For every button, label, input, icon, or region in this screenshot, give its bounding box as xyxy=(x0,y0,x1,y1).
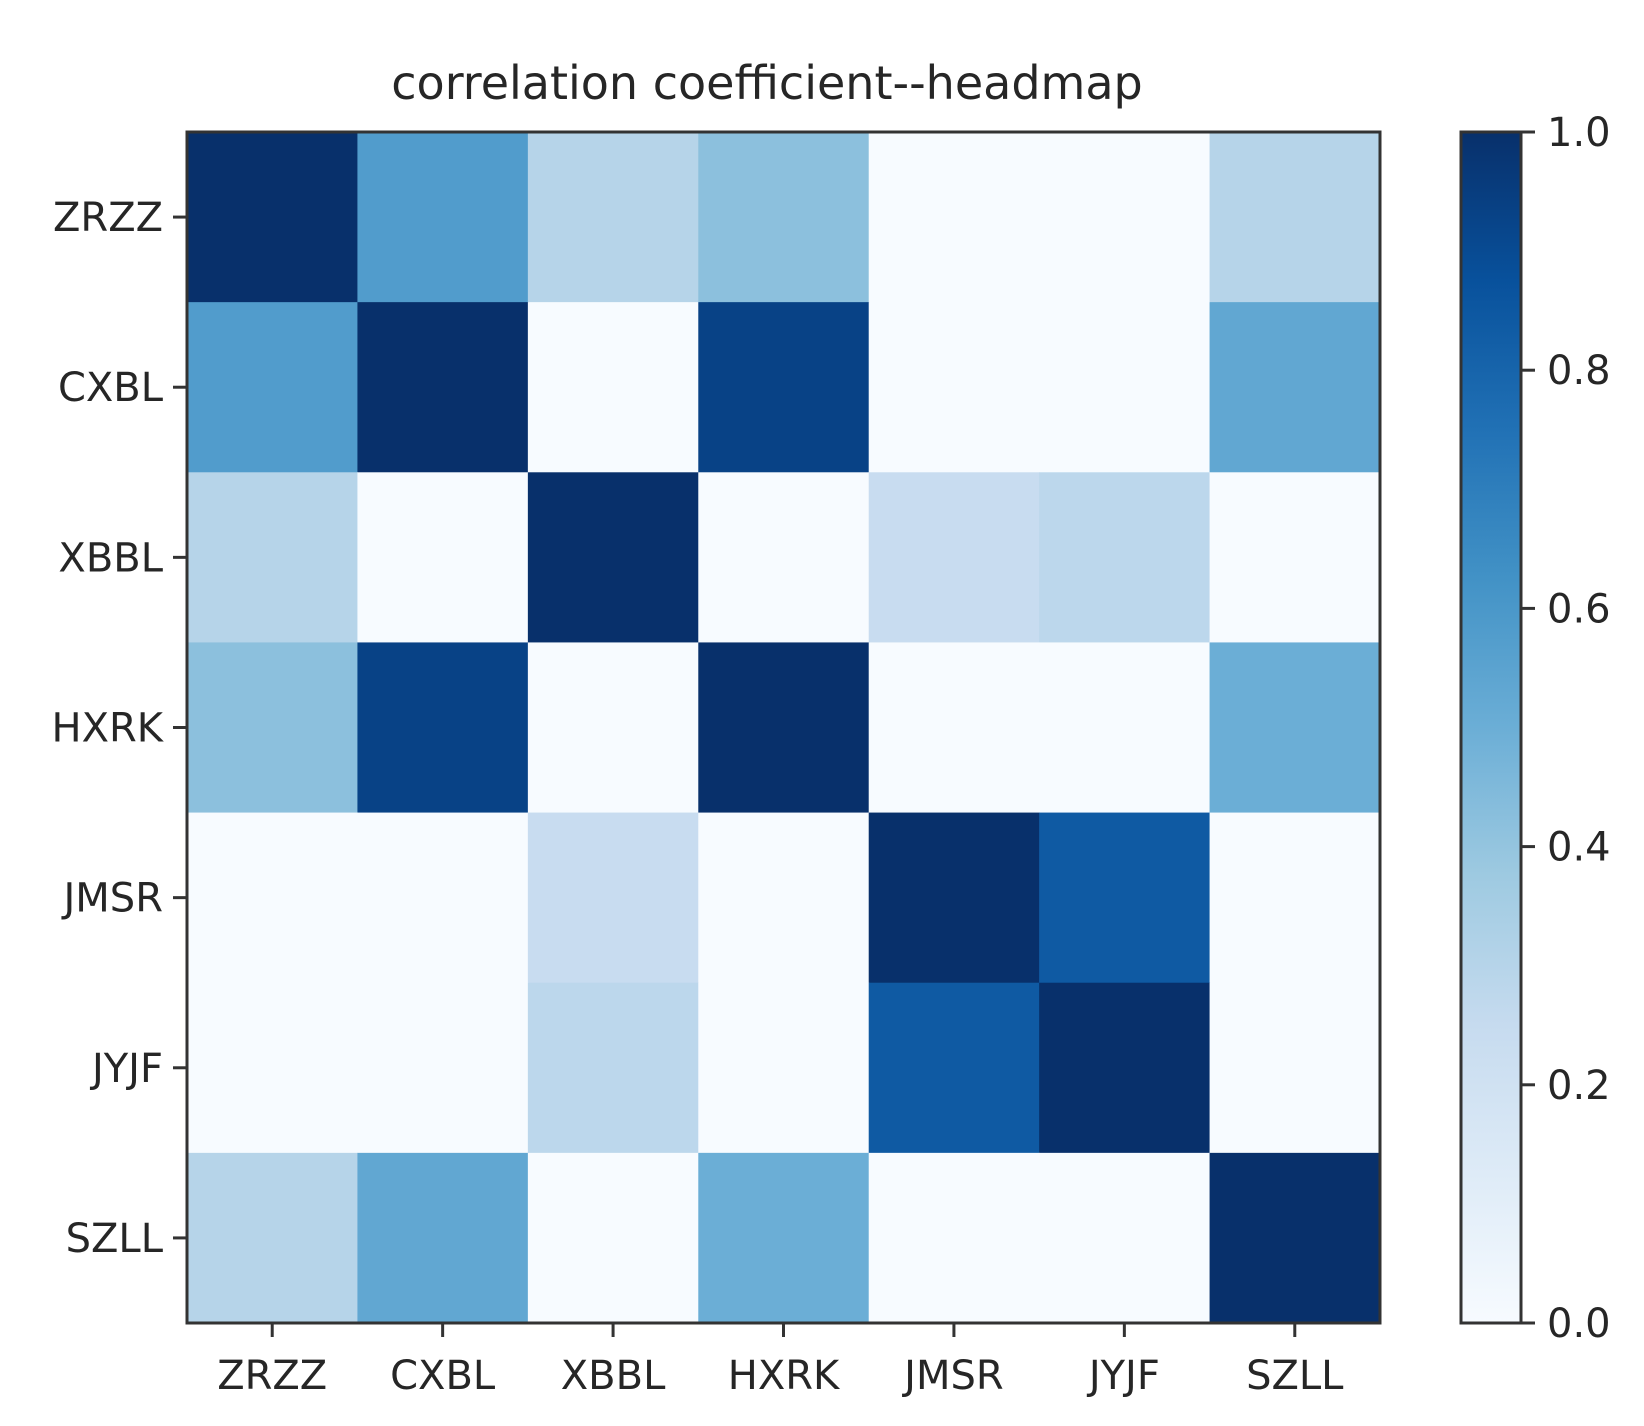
y-axis: ZRZZ CXBL XBBL HXRK JMSR JYJF SZLL xyxy=(51,195,187,1262)
colorbar-tick-label: 0.4 xyxy=(1547,825,1611,871)
colorbar-tick-label: 1.0 xyxy=(1547,110,1611,156)
heatmap-cell-jyjf-jyjf xyxy=(1039,982,1211,1154)
heatmap-cell-zrzz-jmsr xyxy=(868,132,1040,303)
colorbar-tick-label: 0.6 xyxy=(1547,586,1611,632)
heatmap-cell-cxbl-cxbl xyxy=(357,302,529,473)
heatmap-cell-jmsr-xbbl xyxy=(527,812,699,984)
colorbar-tick-label: 0.8 xyxy=(1547,348,1611,394)
y-tick-label: XBBL xyxy=(58,535,163,581)
heatmap-cell-xbbl-szll xyxy=(1209,472,1381,643)
y-tick-label: HXRK xyxy=(51,706,164,752)
heatmap-cell-jmsr-hxrk xyxy=(698,812,870,984)
y-tick-label: JYJF xyxy=(89,1046,163,1092)
heatmap-cell-hxrk-cxbl xyxy=(357,642,529,814)
x-tick-label: JYJF xyxy=(1086,1353,1160,1399)
heatmap-cell-cxbl-szll xyxy=(1209,302,1381,473)
heatmap-cell-xbbl-hxrk xyxy=(698,472,870,643)
heatmap-cell-zrzz-jyjf xyxy=(1039,132,1211,303)
heatmap-cell-jyjf-hxrk xyxy=(698,982,870,1154)
heatmap-cell-hxrk-hxrk xyxy=(698,642,870,814)
colorbar xyxy=(1459,130,1523,1325)
heatmap-cell-xbbl-cxbl xyxy=(357,472,529,643)
x-tick-label: ZRZZ xyxy=(217,1353,327,1399)
heatmap-cell-szll-jmsr xyxy=(868,1152,1040,1324)
heatmap-cell-jmsr-jyjf xyxy=(1039,812,1211,984)
heatmap-cell-zrzz-cxbl xyxy=(357,132,529,303)
heatmap-cell-cxbl-zrzz xyxy=(187,302,358,473)
heatmap-cell-xbbl-jmsr xyxy=(868,472,1040,643)
heatmap-cell-cxbl-jyjf xyxy=(1039,302,1211,473)
colorbar-ticks: 0.0 0.2 0.4 0.6 0.8 1.0 xyxy=(1521,110,1611,1347)
x-axis: ZRZZ CXBL XBBL HXRK JMSR JYJF SZLL xyxy=(217,1323,1344,1399)
heatmap-cell-hxrk-jyjf xyxy=(1039,642,1211,814)
heatmap-cell-zrzz-xbbl xyxy=(527,132,699,303)
heatmap-cell-cxbl-jmsr xyxy=(868,302,1040,473)
heatmap-cell-jyjf-cxbl xyxy=(357,982,529,1154)
heatmap-cell-xbbl-xbbl xyxy=(527,472,699,643)
heatmap-cell-cxbl-hxrk xyxy=(698,302,870,473)
y-tick-label: JMSR xyxy=(61,876,164,922)
heatmap-cell-szll-szll xyxy=(1209,1152,1381,1324)
heatmap-cell-zrzz-zrzz xyxy=(187,132,358,303)
heatmap-cell-cxbl-xbbl xyxy=(527,302,699,473)
heatmap-cell-hxrk-jmsr xyxy=(868,642,1040,814)
heatmap-cell-hxrk-xbbl xyxy=(527,642,699,814)
y-tick-label: CXBL xyxy=(58,365,164,411)
colorbar-tick-label: 0.2 xyxy=(1547,1063,1611,1109)
heatmap-cell-jyjf-xbbl xyxy=(527,982,699,1154)
y-tick-label: ZRZZ xyxy=(53,195,163,241)
heatmap-cell-xbbl-jyjf xyxy=(1039,472,1211,643)
heatmap-cell-jmsr-cxbl xyxy=(357,812,529,984)
heatmap-cell-szll-jyjf xyxy=(1039,1152,1211,1324)
heatmap-cell-jmsr-zrzz xyxy=(187,812,358,984)
heatmap-cell-szll-cxbl xyxy=(357,1152,529,1324)
heatmap-cell-xbbl-zrzz xyxy=(187,472,358,643)
heatmap-cell-hxrk-zrzz xyxy=(187,642,358,814)
heatmap-cell-szll-zrzz xyxy=(187,1152,358,1324)
chart-title: correlation coefficient--headmap xyxy=(391,56,1142,110)
heatmap-cell-zrzz-szll xyxy=(1209,132,1381,303)
x-tick-label: JMSR xyxy=(901,1353,1004,1399)
heatmap-cell-jmsr-szll xyxy=(1209,812,1381,984)
heatmap-cell-jmsr-jmsr xyxy=(868,812,1040,984)
heatmap-cell-szll-hxrk xyxy=(698,1152,870,1324)
heatmap-cells xyxy=(187,132,1381,1324)
heatmap-cell-zrzz-hxrk xyxy=(698,132,870,303)
x-tick-label: CXBL xyxy=(390,1353,496,1399)
y-tick-label: SZLL xyxy=(66,1216,164,1262)
x-tick-label: SZLL xyxy=(1246,1353,1344,1399)
colorbar-tick-label: 0.0 xyxy=(1547,1301,1611,1347)
plot-frame xyxy=(185,130,1382,1325)
heatmap-cell-jyjf-szll xyxy=(1209,982,1381,1154)
heatmap-cell-szll-xbbl xyxy=(527,1152,699,1324)
x-tick-label: XBBL xyxy=(561,1353,666,1399)
heatmap-cell-hxrk-szll xyxy=(1209,642,1381,814)
heatmap-cell-jyjf-zrzz xyxy=(187,982,358,1154)
x-tick-label: HXRK xyxy=(728,1353,841,1399)
heatmap-cell-jyjf-jmsr xyxy=(868,982,1040,1154)
